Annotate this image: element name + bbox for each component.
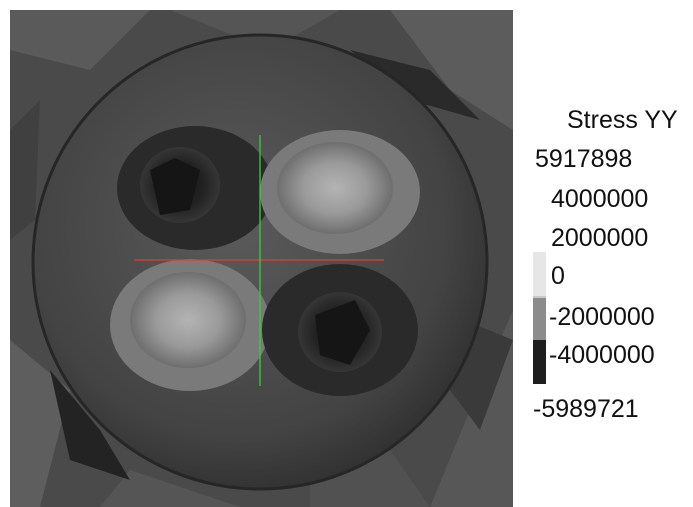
colorbar-segment	[533, 252, 546, 296]
legend-max-label: 5917898	[535, 145, 633, 173]
colorbar-segment	[533, 296, 546, 298]
legend-tick-label: 2000000	[551, 224, 649, 252]
legend-min-label: -5989721	[533, 395, 639, 423]
legend-tick-label: 0	[551, 262, 565, 290]
stress-lobes	[110, 126, 420, 396]
stress-render	[10, 10, 513, 507]
legend-tick-label: -4000000	[549, 341, 655, 369]
legend-title: Stress YY	[567, 106, 678, 134]
colorbar-segment	[533, 298, 546, 340]
render-viewport[interactable]	[10, 10, 513, 507]
legend-tick-label: 4000000	[551, 185, 649, 213]
colorbar-segment	[533, 340, 546, 384]
legend-tick-label: -2000000	[549, 303, 655, 331]
colorbar	[533, 252, 546, 384]
